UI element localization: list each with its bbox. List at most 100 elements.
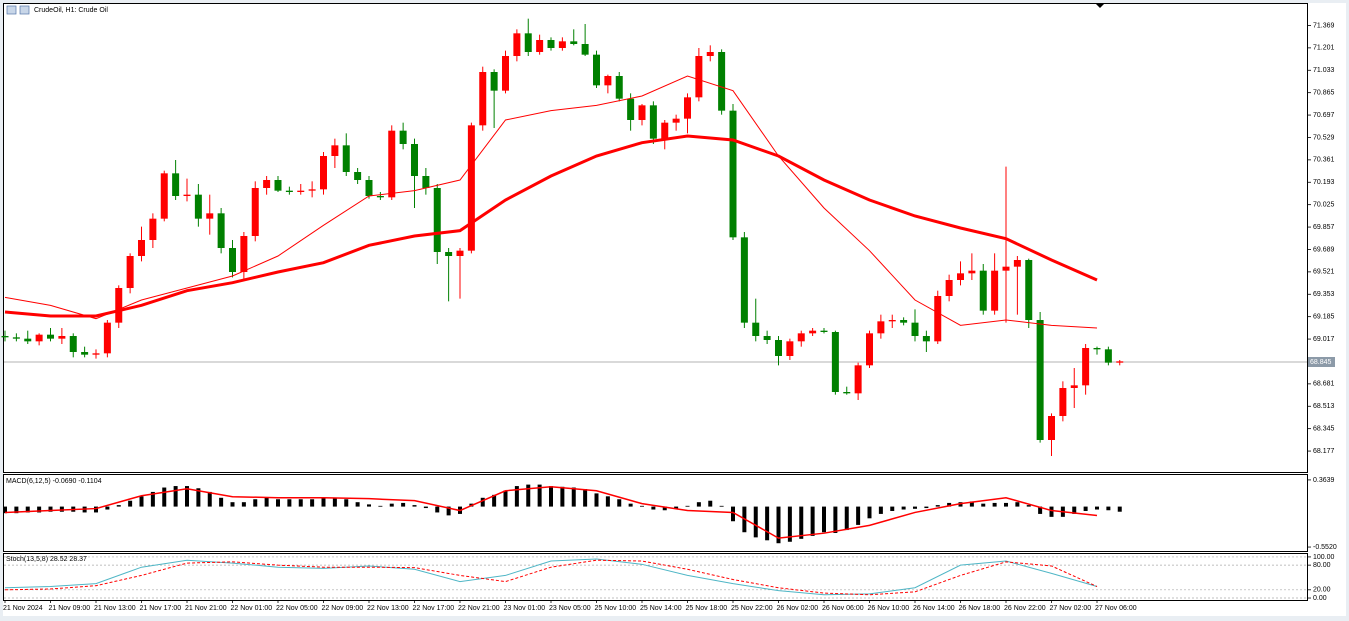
macd-bar [264, 497, 269, 507]
macd-bar [287, 499, 292, 507]
macd-bar [571, 487, 576, 507]
price-pane [3, 3, 1308, 473]
candle-body [115, 288, 123, 323]
macd-bar [890, 506, 895, 511]
macd-bar [139, 496, 144, 507]
candle-body [285, 190, 293, 192]
x-tick-label: 22 Nov 17:00 [413, 605, 455, 612]
macd-bar [321, 497, 326, 507]
candle-body [820, 330, 828, 332]
macd-bar [605, 496, 610, 507]
x-tick-label: 22 Nov 05:00 [276, 605, 318, 612]
candle-body [1082, 348, 1090, 386]
macd-bar [696, 502, 701, 507]
candle-body [570, 41, 578, 44]
candle-body [718, 52, 726, 111]
x-tick-label: 22 Nov 01:00 [231, 605, 273, 612]
y-tick-label: 100.00 [1313, 554, 1335, 561]
y-tick-label: 70.697 [1313, 112, 1335, 119]
candle-body [684, 97, 691, 119]
macd-bar [947, 502, 952, 507]
candle-body [229, 248, 236, 272]
candle-body [81, 352, 89, 355]
candle-body [945, 280, 953, 296]
candle-body [206, 213, 214, 219]
macd-bar [833, 506, 838, 533]
stoch-line [4, 559, 1098, 596]
macd-bar [230, 502, 235, 507]
candle-body [900, 320, 908, 323]
current-price-label: 68.845 [1310, 359, 1332, 366]
candle-body [217, 213, 225, 248]
y-tick-label: 80.00 [1313, 562, 1331, 569]
candle-body [593, 54, 600, 86]
candle-body [422, 176, 430, 188]
candle-body [1116, 361, 1124, 363]
macd-bar [310, 499, 315, 507]
macd-bar [503, 490, 508, 507]
candle-body [1036, 320, 1044, 440]
y-tick-label: 69.521 [1313, 269, 1335, 276]
macd-bar [856, 506, 861, 525]
macd-bar [276, 499, 280, 507]
macd-bar [389, 503, 394, 507]
x-tick-label: 25 Nov 22:00 [731, 605, 773, 612]
macd-bar [1015, 502, 1020, 507]
icon [6, 5, 17, 15]
x-tick-label: 21 Nov 09:00 [49, 605, 91, 612]
macd-bar [878, 506, 883, 514]
signal-line [4, 486, 1098, 539]
candle-body [490, 72, 498, 91]
candle-body [308, 189, 316, 191]
macd-bar [435, 506, 440, 513]
macd-bar [401, 502, 406, 507]
candle-body [513, 33, 521, 56]
candle-body [922, 336, 930, 342]
candle-body [1070, 385, 1078, 388]
macd-bar [412, 505, 417, 507]
candle-body [160, 173, 168, 219]
macd-bar [992, 502, 997, 507]
y-tick-label: 69.185 [1313, 314, 1335, 321]
y-tick-label: 70.529 [1313, 134, 1335, 141]
macd-bar [344, 499, 349, 507]
stoch-title: Stoch(13,5,8) 28.52 28.37 [6, 556, 87, 563]
y-tick-label: 20.00 [1313, 587, 1331, 594]
macd-bar [3, 506, 7, 514]
macd-bar [480, 497, 485, 507]
macd-bar [1049, 506, 1054, 517]
macd-bar [25, 506, 30, 513]
candle-body [92, 353, 100, 355]
macd-bar [94, 506, 98, 513]
macd-bar [162, 487, 167, 507]
candle-body [388, 130, 396, 198]
candle-body [934, 296, 942, 342]
macd-bar [185, 486, 189, 507]
candle-body [126, 256, 134, 288]
x-tick-label: 22 Nov 09:00 [322, 605, 364, 612]
candle-body [797, 333, 805, 342]
current-price-box [1308, 357, 1335, 367]
candle-body [502, 56, 509, 91]
macd-bar [708, 500, 713, 507]
macd-bar [105, 506, 110, 510]
candle-body [695, 56, 703, 98]
candle-body [536, 40, 544, 52]
candle-body [1025, 260, 1033, 320]
y-tick-label: 71.369 [1313, 22, 1335, 29]
y-tick-label: 0.3639 [1313, 477, 1335, 484]
macd-bar [583, 488, 588, 507]
y-tick-label: 68.681 [1313, 381, 1335, 388]
macd-bar [674, 506, 679, 509]
candle-body [627, 98, 635, 120]
candle-body [35, 334, 43, 342]
macd-bar [378, 505, 383, 507]
macd-bar [617, 499, 622, 507]
y-tick-label: 68.513 [1313, 403, 1335, 410]
candle-body [968, 270, 976, 274]
macd-bar [150, 491, 155, 507]
macd-bar [685, 505, 690, 507]
macd-bar [787, 506, 792, 542]
macd-bar [549, 486, 553, 507]
macd-bar [913, 506, 917, 509]
